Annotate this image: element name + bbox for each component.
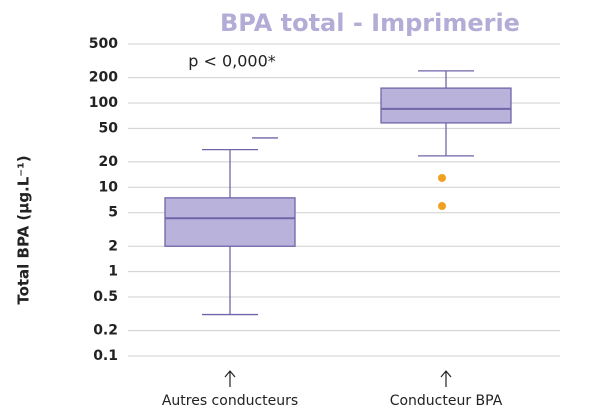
y-tick-label: 10 <box>99 179 119 195</box>
x-tick-label: Conducteur BPA <box>390 393 503 409</box>
y-tick-label: 100 <box>89 95 118 111</box>
y-tick-label: 500 <box>89 36 118 52</box>
arrow <box>224 370 236 387</box>
y-tick-label: 5 <box>108 205 118 221</box>
y-tick-label: 20 <box>99 154 119 170</box>
y-tick-label: 1 <box>108 264 118 280</box>
box <box>164 197 296 247</box>
annotation: p < 0,000* <box>188 52 276 71</box>
y-tick-label: 200 <box>89 70 118 86</box>
box <box>380 87 512 124</box>
x-tick-label: Autres conducteurs <box>162 393 298 409</box>
y-tick-label: 2 <box>108 238 118 254</box>
flier <box>438 202 446 211</box>
y-tick-label: 0.1 <box>93 348 118 364</box>
arrow <box>440 370 452 387</box>
y-axis-label: Total BPA (µg.L⁻¹) <box>15 155 33 304</box>
chart-title: BPA total - Imprimerie <box>220 9 520 37</box>
flier <box>438 173 446 182</box>
y-tick-label: 0.2 <box>93 323 118 339</box>
y-tick-label: 0.5 <box>93 289 118 305</box>
y-tick-label: 50 <box>99 120 119 136</box>
